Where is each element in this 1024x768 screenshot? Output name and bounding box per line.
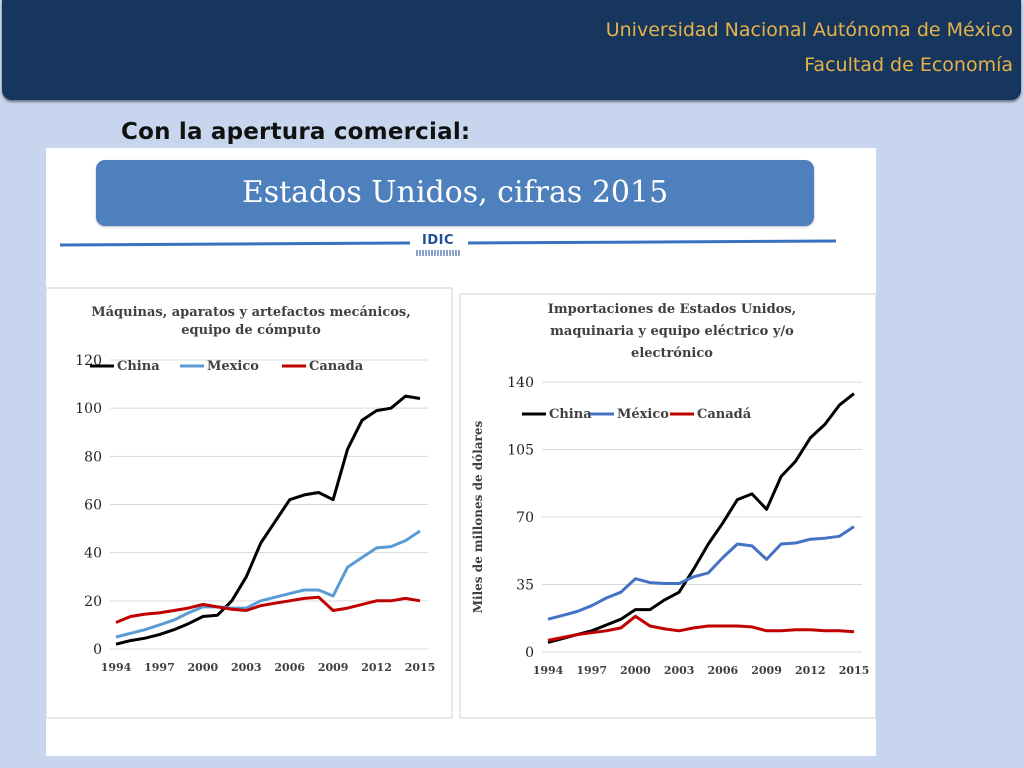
right-chart-y-tick: 105: [507, 443, 534, 459]
right-chart-legend-label: Canadá: [697, 407, 752, 422]
slide-subtitle: Con la apertura comercial:: [121, 119, 471, 145]
right-chart-legend-label: China: [549, 407, 592, 422]
faculty-name: Facultad de Economía: [804, 54, 1013, 76]
left-chart-x-tick: 2006: [274, 661, 305, 674]
left-chart-x-tick: 2015: [405, 661, 436, 674]
left-chart-x-tick: 1994: [101, 661, 132, 674]
left-chart-y-tick: 60: [84, 498, 102, 514]
left-chart-y-tick: 80: [84, 449, 102, 465]
chart-left: Máquinas, aparatos y artefactos mecánico…: [75, 305, 436, 674]
right-chart-y-tick: 70: [516, 510, 534, 526]
left-chart-series-china: [115, 394, 421, 646]
chart-panel: Estados Unidos, cifras 2015 IDIC Máquina…: [46, 148, 876, 756]
header-bar: Universidad Nacional Autónoma de México …: [2, 0, 1021, 100]
idic-logo-tagline: [416, 250, 460, 256]
left-chart-y-tick: 0: [93, 642, 102, 658]
left-chart-x-tick: 2012: [361, 661, 392, 674]
left-chart-legend-label: China: [117, 359, 160, 374]
left-chart-x-tick: 1997: [144, 661, 175, 674]
right-chart-y-tick: 140: [507, 375, 534, 391]
institution-name: Universidad Nacional Autónoma de México: [605, 19, 1013, 41]
left-chart-legend-label: Canada: [309, 359, 364, 374]
left-chart-title-line: equipo de cómputo: [181, 323, 321, 338]
right-chart-series-mexico: [547, 525, 855, 621]
right-chart-frame: [459, 293, 876, 719]
right-chart-series-canada: [547, 614, 855, 642]
chart-right: Importaciones de Estados Unidos, maquinar…: [471, 302, 870, 677]
right-chart-x-tick: 2012: [795, 664, 826, 677]
left-chart-x-tick: 2000: [188, 661, 219, 674]
right-chart-y-tick: 35: [516, 578, 534, 594]
left-chart-y-tick: 100: [75, 401, 102, 417]
left-chart-legend-label: Mexico: [207, 359, 259, 374]
right-chart-x-tick: 1997: [576, 664, 607, 677]
left-chart-series-canada: [115, 595, 421, 624]
left-chart-x-tick: 2003: [231, 661, 262, 674]
right-chart-x-tick: 2009: [751, 664, 782, 677]
right-chart-x-tick: 1994: [533, 664, 564, 677]
right-chart-y-tick: 0: [525, 645, 534, 661]
right-chart-x-tick: 2000: [620, 664, 651, 677]
right-chart-y-axis-label: Miles de millones de dólares: [471, 421, 485, 614]
left-chart-x-tick: 2009: [318, 661, 349, 674]
right-chart-series-china: [547, 392, 855, 644]
left-chart-y-tick: 20: [84, 594, 102, 610]
idic-logo: IDIC: [421, 233, 454, 248]
right-chart-x-tick: 2003: [664, 664, 695, 677]
right-chart-x-tick: 2006: [708, 664, 739, 677]
right-chart-title-line: maquinaria y equipo eléctrico y/o: [550, 324, 794, 339]
left-chart-title-line: Máquinas, aparatos y artefactos mecánico…: [91, 305, 411, 320]
banner-underline: [46, 239, 876, 719]
left-chart-frame: [46, 287, 453, 719]
right-chart-title-line: Importaciones de Estados Unidos,: [548, 302, 796, 317]
banner-title: Estados Unidos, cifras 2015: [96, 160, 814, 226]
right-chart-x-tick: 2015: [839, 664, 870, 677]
right-chart-title-line: electrónico: [631, 346, 713, 361]
left-chart-series-mexico: [115, 529, 421, 639]
right-chart-legend-label: México: [617, 407, 669, 422]
left-chart-y-tick: 40: [84, 546, 102, 562]
